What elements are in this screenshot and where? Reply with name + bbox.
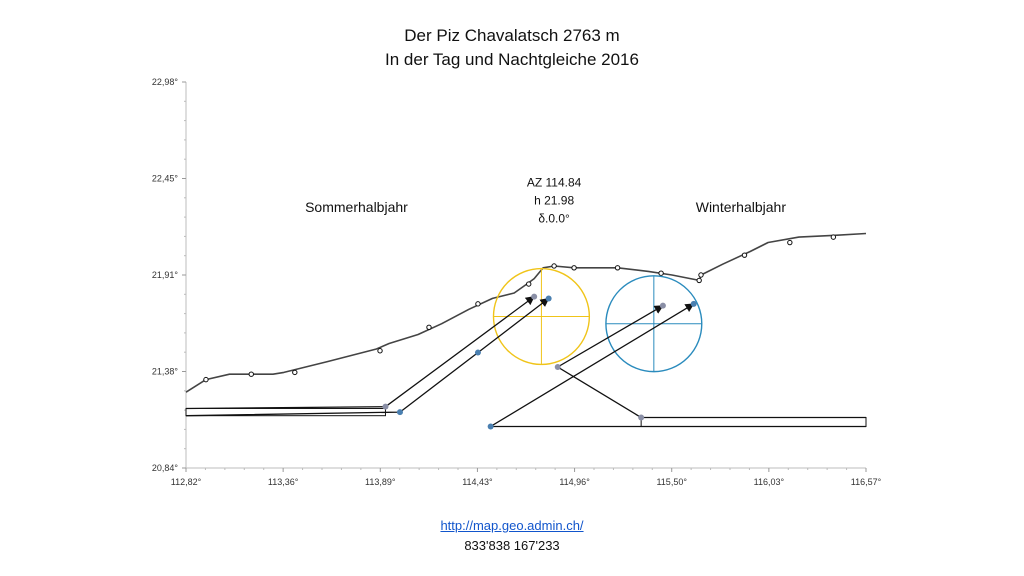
y-tick-label: 20,84° — [152, 463, 179, 473]
x-tick-label: 116,57° — [851, 477, 882, 487]
source-link[interactable]: http://map.geo.admin.ch/ — [440, 518, 584, 533]
y-tick-label: 21,38° — [152, 367, 179, 377]
horizon-marker — [698, 272, 704, 278]
horizon-marker — [203, 376, 209, 383]
y-tick-label: 22,45° — [152, 174, 179, 184]
annotation-delta: δ.0.0° — [538, 212, 570, 226]
horizon-marker — [658, 270, 664, 276]
source-link-container: http://map.geo.admin.ch/ — [0, 518, 1024, 533]
winter-path-dot — [659, 302, 666, 309]
winter-band — [640, 416, 867, 428]
y-tick-label: 21,91° — [152, 270, 179, 280]
horizon-marker — [292, 369, 298, 376]
x-tick-label: 116,03° — [754, 477, 785, 487]
x-tick-label: 114,96° — [559, 477, 590, 487]
chart-title-line-2: In der Tag und Nachtgleiche 2016 — [385, 50, 639, 69]
winter-path-dot — [638, 414, 645, 421]
x-tick-label: 112,82° — [171, 477, 202, 487]
horizon-marker — [426, 324, 432, 331]
annotation-sommer: Sommerhalbjahr — [305, 199, 408, 215]
summer-path-dot — [382, 403, 389, 410]
x-tick-label: 114,43° — [462, 477, 493, 487]
horizon-marker — [741, 252, 748, 258]
horizon-marker — [571, 265, 577, 271]
summer-path-dot — [545, 295, 552, 302]
x-tick-label: 113,89° — [365, 477, 396, 487]
winter-path-dot — [554, 363, 561, 370]
horizon-marker — [551, 263, 557, 269]
horizon-marker — [377, 348, 383, 354]
annotation-h: h 21.98 — [534, 194, 574, 208]
x-tick-label: 113,36° — [268, 477, 299, 487]
summer-path-dot — [474, 349, 481, 356]
summer-path-2 — [185, 297, 550, 417]
horizon-line — [185, 232, 867, 393]
chart-title-line-1: Der Piz Chavalatsch 2763 m — [404, 26, 620, 45]
summer-path-dot — [396, 409, 403, 416]
horizon-marker — [475, 301, 481, 307]
winter-path-1 — [556, 305, 866, 419]
horizon-marker — [830, 234, 837, 240]
horizon-marker — [696, 277, 702, 284]
y-tick-label: 22,98° — [152, 77, 179, 87]
annotation-az: AZ 114.84 — [527, 176, 582, 190]
summer-path-dot — [531, 293, 538, 300]
coordinates-text: 833'838 167'233 — [464, 538, 560, 553]
horizon-marker — [248, 371, 254, 377]
winter-path-dot — [487, 423, 494, 430]
horizon-marker — [526, 281, 532, 287]
x-tick-label: 115,50° — [656, 477, 687, 487]
annotation-winter: Winterhalbjahr — [696, 199, 787, 215]
winter-path-dot — [690, 300, 697, 307]
horizon-marker — [614, 265, 621, 271]
horizon-marker — [787, 239, 793, 246]
